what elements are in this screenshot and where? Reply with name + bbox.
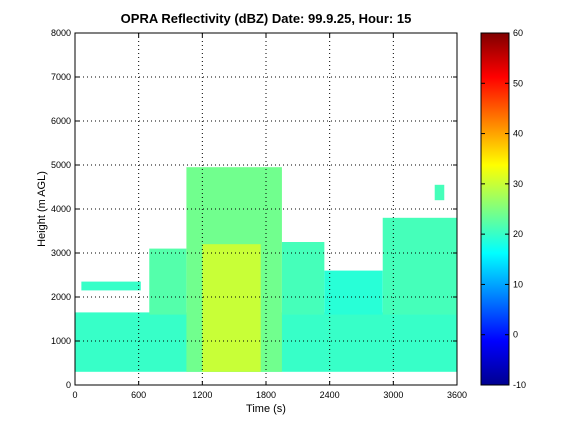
colorbar-tick-label: 40 <box>513 129 523 139</box>
echo-region-6 <box>281 242 325 315</box>
grid-lines <box>75 33 457 385</box>
x-tick-label: 0 <box>72 390 77 400</box>
echo-region-2 <box>81 281 141 291</box>
colorbar-tick-label: 30 <box>513 179 523 189</box>
y-tick-label: 2000 <box>51 292 71 302</box>
x-axis-label: Time (s) <box>246 403 286 415</box>
colorbar-tick-label: 60 <box>513 28 523 38</box>
colorbar-tick-label: 20 <box>513 229 523 239</box>
y-tick-label: 5000 <box>51 160 71 170</box>
colorbar-gradient <box>480 32 510 386</box>
x-axis-ticks: 0 600 1200 1800 2400 3000 3600 <box>72 33 467 400</box>
x-tick-label: 3600 <box>447 390 467 400</box>
colorbar-tick-label: -10 <box>513 380 526 390</box>
colorbar-ticks: -10 0 10 20 30 40 50 60 <box>481 28 526 390</box>
y-tick-label: 0 <box>66 380 71 390</box>
chart-title: OPRA Reflectivity (dBZ) Date: 99.9.25, H… <box>121 11 412 26</box>
y-tick-label: 8000 <box>51 28 71 38</box>
y-tick-label: 4000 <box>51 204 71 214</box>
colorbar-tick-label: 10 <box>513 279 523 289</box>
y-axis-ticks: 0 1000 2000 3000 4000 5000 6000 7000 8000 <box>51 28 457 390</box>
echo-region-7 <box>324 270 383 315</box>
x-tick-label: 1800 <box>256 390 276 400</box>
colorbar-tick-label: 50 <box>513 78 523 88</box>
y-tick-label: 7000 <box>51 72 71 82</box>
x-tick-label: 600 <box>131 390 146 400</box>
echo-region-8 <box>382 217 457 315</box>
x-tick-label: 2400 <box>320 390 340 400</box>
x-tick-label: 1200 <box>192 390 212 400</box>
colorbar: -10 0 10 20 30 40 50 60 <box>480 28 526 390</box>
y-axis-label: Height (m AGL) <box>36 171 48 247</box>
y-tick-label: 3000 <box>51 248 71 258</box>
y-tick-label: 1000 <box>51 336 71 346</box>
echo-region-3 <box>149 248 187 315</box>
colorbar-tick-label: 0 <box>513 330 518 340</box>
y-tick-label: 6000 <box>51 116 71 126</box>
echo-region-5 <box>202 244 261 372</box>
x-tick-label: 3000 <box>383 390 403 400</box>
echo-region-9 <box>434 184 445 201</box>
